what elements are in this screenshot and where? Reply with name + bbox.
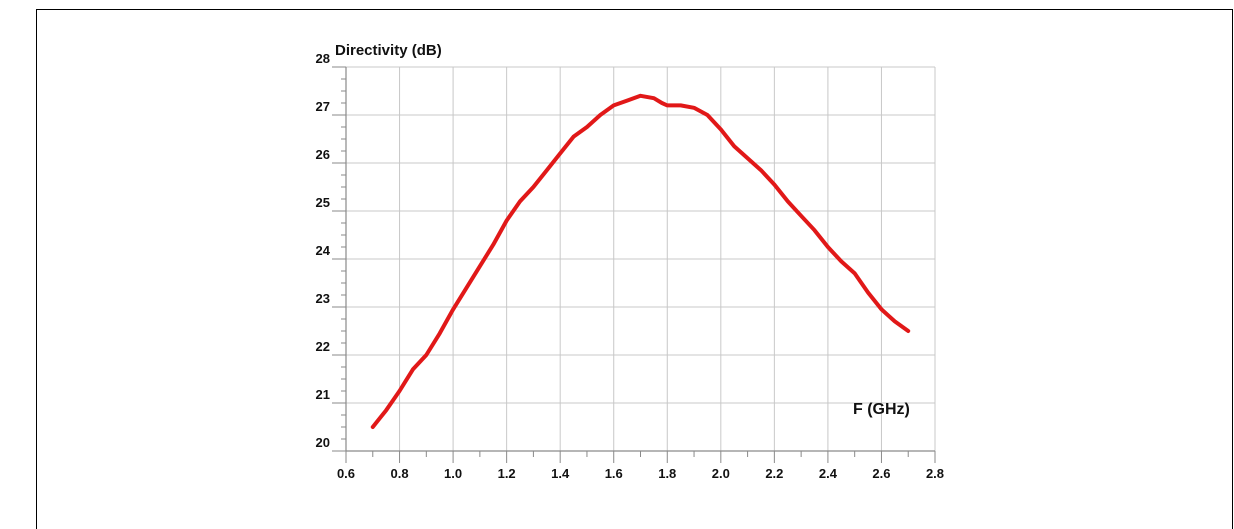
y-tick-label: 28 bbox=[316, 51, 330, 66]
y-tick-label: 24 bbox=[316, 243, 331, 258]
directivity-line bbox=[370, 93, 911, 429]
y-tick-label: 23 bbox=[316, 291, 330, 306]
series-layer bbox=[370, 93, 911, 429]
x-tick-label: 2.0 bbox=[712, 466, 730, 481]
x-axis-label: F (GHz) bbox=[853, 401, 910, 418]
x-tick-label: 1.0 bbox=[444, 466, 462, 481]
x-tick-label: 2.8 bbox=[926, 466, 944, 481]
x-tick-label: 1.4 bbox=[551, 466, 570, 481]
x-tick-label: 1.8 bbox=[658, 466, 676, 481]
grid bbox=[346, 66, 936, 451]
figure-frame bbox=[36, 9, 1233, 529]
y-tick-label: 26 bbox=[316, 147, 330, 162]
y-tick-label: 27 bbox=[316, 99, 330, 114]
y-axis-label: Directivity (dB) bbox=[335, 42, 442, 59]
x-tick-label: 1.2 bbox=[498, 466, 516, 481]
x-tick-label: 2.4 bbox=[819, 466, 838, 481]
x-tick-label: 0.8 bbox=[391, 466, 409, 481]
x-tick-label: 1.6 bbox=[605, 466, 623, 481]
x-tick-label: 2.6 bbox=[872, 466, 890, 481]
y-tick-label: 22 bbox=[316, 339, 330, 354]
directivity-chart: 20 21 22 23 24 25 26 27 28 0.6 0.8 1.0 1.2 1.4 1.6 1.8 2… bbox=[316, 42, 945, 481]
y-tick-label: 21 bbox=[316, 387, 330, 402]
y-tick-label: 25 bbox=[316, 195, 330, 210]
y-tick-label: 20 bbox=[316, 435, 330, 450]
x-tick-label: 2.2 bbox=[765, 466, 783, 481]
ticks: 20 21 22 23 24 25 26 27 28 0.6 0.8 1.0 1.2 1.4 1.6 1.8 2… bbox=[316, 51, 945, 481]
x-tick-label: 0.6 bbox=[337, 466, 355, 481]
